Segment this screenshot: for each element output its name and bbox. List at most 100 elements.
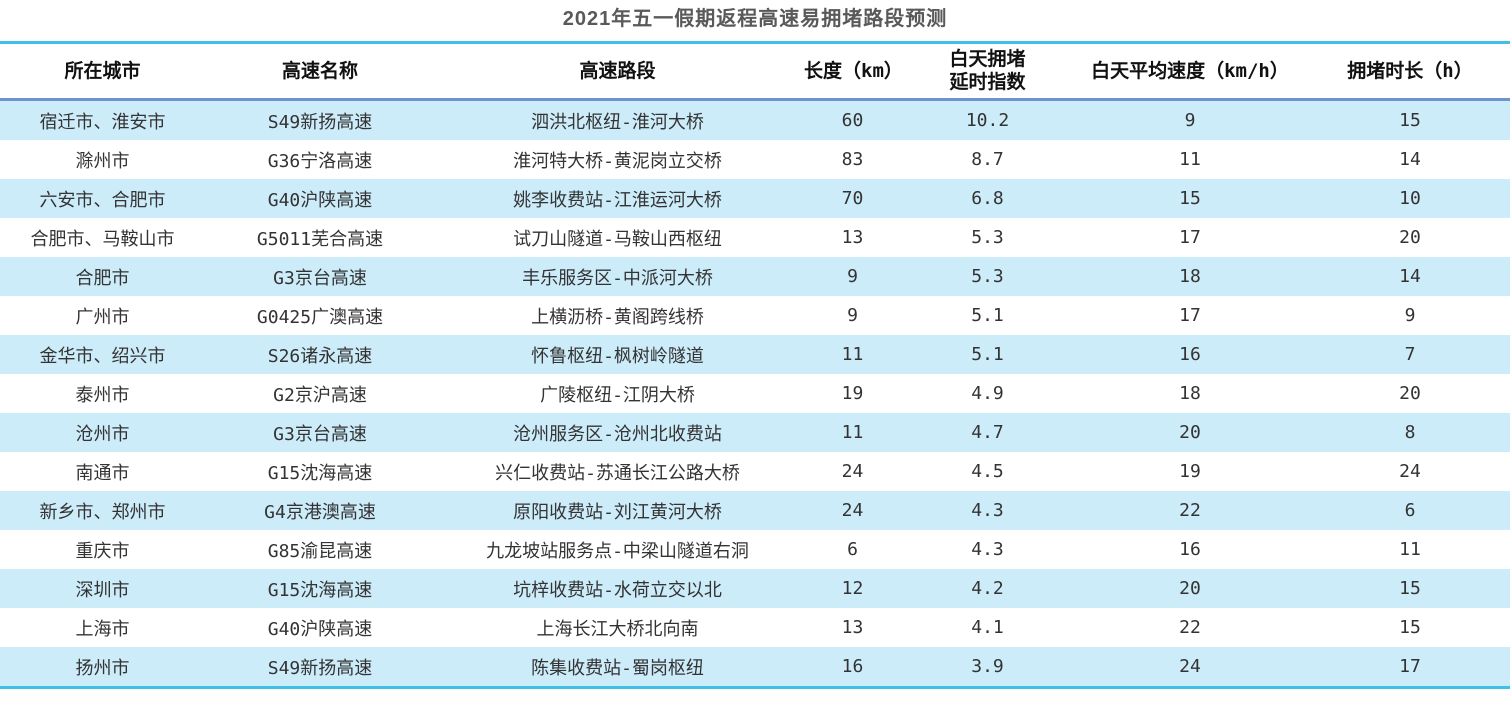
page-title: 2021年五一假期返程高速易拥堵路段预测 — [562, 8, 948, 30]
table-cell: 24 — [841, 500, 864, 521]
table-cell: 4.9 — [971, 383, 1004, 404]
table-cell: 上横沥桥-黄阁跨线桥 — [531, 306, 704, 328]
table-cell: 沧州市 — [75, 423, 130, 445]
table-cell: 4.5 — [971, 461, 1004, 482]
table-cell: 姚李收费站-江淮运河大桥 — [513, 189, 722, 211]
table-cell: 9 — [1184, 110, 1196, 131]
table-cell: 11 — [841, 422, 864, 443]
table-cell: 广州市 — [75, 306, 130, 328]
table-cell: 4.3 — [971, 539, 1004, 560]
table-cell: 11 — [1179, 149, 1201, 170]
table-cell: 泗洪北枢纽-淮河大桥 — [531, 111, 704, 133]
table-cell: 19 — [841, 383, 864, 404]
table-row: 沧州市 G3京台高速 沧州服务区-沧州北收费站 11 4.7 20 8 — [0, 413, 1510, 452]
column-header-2: 高速名称 — [205, 42, 435, 101]
table-cell: 16 — [1179, 344, 1201, 365]
table-cell: 20 — [1399, 227, 1421, 248]
table-cell: 9 — [847, 305, 858, 326]
table-row: 深圳市 G15沈海高速 坑梓收费站-水荷立交以北 12 4.2 20 15 — [0, 569, 1510, 608]
table-cell: 24 — [1179, 656, 1201, 677]
column-header-7: 拥堵时长（h） — [1310, 42, 1510, 101]
table-cell: 11 — [1399, 539, 1421, 560]
table-cell: 6.8 — [971, 188, 1004, 209]
column-header-4: 长度（km） — [800, 42, 905, 101]
table-row: 合肥市 G3京台高速 丰乐服务区-中派河大桥 9 5.3 18 14 — [0, 257, 1510, 296]
table-cell: 原阳收费站-刘江黄河大桥 — [513, 501, 722, 523]
table-row: 宿迁市、淮安市 S49新扬高速 泗洪北枢纽-淮河大桥 60 10.2 9 15 — [0, 99, 1510, 140]
table-cell: 24 — [1399, 461, 1421, 482]
table-cell: 15 — [1399, 578, 1421, 599]
table-cell: 4.1 — [971, 617, 1004, 638]
table-cell: 18 — [1179, 266, 1201, 287]
table-cell: 15 — [1399, 110, 1421, 131]
table-cell: S26诸永高速 — [267, 345, 373, 367]
column-header-1: 所在城市 — [0, 42, 205, 101]
table-cell: 试刀山隧道-马鞍山西枢纽 — [513, 228, 722, 250]
table-cell: G40沪陕高速 — [267, 189, 373, 211]
table-cell: 淮河特大桥-黄泥岗立交桥 — [513, 150, 722, 172]
table-cell: G4京港澳高速 — [264, 501, 376, 523]
table-cell: 14 — [1399, 149, 1421, 170]
congestion-table: 所在城市 高速名称 高速路段 长度（km） 白天拥堵 延时指数 白天平均速度（km/h）拥… — [0, 41, 1510, 689]
table-cell: 8.7 — [971, 149, 1004, 170]
table-row: 滁州市 G36宁洛高速 淮河特大桥-黄泥岗立交桥 83 8.7 11 14 — [0, 140, 1510, 179]
table-cell: G36宁洛高速 — [267, 150, 373, 172]
table-cell: 10 — [1399, 188, 1421, 209]
column-header-5: 白天拥堵 延时指数 — [905, 42, 1070, 101]
table-cell: 7 — [1404, 344, 1416, 365]
table-cell: 坑梓收费站-水荷立交以北 — [513, 579, 722, 601]
table-cell: G40沪陕高速 — [267, 618, 373, 640]
table-cell: 兴仁收费站-苏通长江公路大桥 — [495, 462, 740, 484]
table-cell: 13 — [841, 617, 864, 638]
table-cell: G3京台高速 — [273, 423, 367, 445]
table-cell: 15 — [1179, 188, 1201, 209]
table-cell: G5011芜合高速 — [256, 228, 384, 250]
table-cell: 泰州市 — [75, 384, 130, 406]
table-cell: 17 — [1399, 656, 1421, 677]
table-cell: 22 — [1179, 500, 1201, 521]
table-cell: 5.3 — [971, 227, 1004, 248]
table-cell: 15 — [1399, 617, 1421, 638]
table-cell: G85渝昆高速 — [267, 540, 373, 562]
table-cell: G0425广澳高速 — [256, 306, 384, 328]
table-cell: S49新扬高速 — [267, 111, 373, 133]
table-cell: 上海市 — [75, 618, 130, 640]
table-cell: S49新扬高速 — [267, 657, 373, 679]
header-row: 所在城市 高速名称 高速路段 长度（km） 白天拥堵 延时指数 白天平均速度（km/h）拥… — [0, 42, 1510, 101]
table-cell: 深圳市 — [75, 579, 130, 601]
table-cell: 4.7 — [971, 422, 1004, 443]
table-cell: 扬州市 — [75, 657, 130, 679]
table-row: 扬州市 S49新扬高速 陈集收费站-蜀岗枢纽 16 3.9 24 17 — [0, 647, 1510, 688]
table-cell: G3京台高速 — [273, 267, 367, 289]
table-cell: 合肥市 — [75, 267, 130, 289]
table-row: 广州市 G0425广澳高速 上横沥桥-黄阁跨线桥 9 5.1 17 9 — [0, 296, 1510, 335]
table-cell: 六安市、合肥市 — [39, 189, 166, 211]
table-cell: 金华市、绍兴市 — [39, 345, 166, 367]
table-cell: 沧州服务区-沧州北收费站 — [513, 423, 722, 445]
table-cell: 11 — [841, 344, 864, 365]
table-row: 新乡市、郑州市 G4京港澳高速 原阳收费站-刘江黄河大桥 24 4.3 22 6 — [0, 491, 1510, 530]
table-cell: 滁州市 — [75, 150, 130, 172]
table-cell: 新乡市、郑州市 — [39, 501, 166, 523]
table-cell: 13 — [841, 227, 864, 248]
table-cell: 5.3 — [971, 266, 1004, 287]
table-cell: 南通市 — [75, 462, 130, 484]
table-cell: 8 — [1404, 422, 1416, 443]
table-cell: 10.2 — [965, 110, 1010, 131]
table-cell: 20 — [1179, 422, 1201, 443]
table-cell: 9 — [1404, 305, 1416, 326]
table-cell: 6 — [847, 539, 858, 560]
table-cell: 重庆市 — [75, 540, 130, 562]
table-cell: 70 — [841, 188, 864, 209]
table-cell: 4.3 — [971, 500, 1004, 521]
table-cell: 22 — [1179, 617, 1201, 638]
table-cell: 上海长江大桥北向南 — [536, 618, 699, 640]
table-row: 泰州市 G2京沪高速 广陵枢纽-江阴大桥 19 4.9 18 20 — [0, 374, 1510, 413]
table-row: 合肥市、马鞍山市 G5011芜合高速 试刀山隧道-马鞍山西枢纽 13 5.3 17 20 — [0, 218, 1510, 257]
table-cell: 广陵枢纽-江阴大桥 — [540, 384, 695, 406]
table-row: 六安市、合肥市 G40沪陕高速 姚李收费站-江淮运河大桥 70 6.8 15 10 — [0, 179, 1510, 218]
table-cell: 6 — [1404, 500, 1416, 521]
table-cell: G2京沪高速 — [273, 384, 367, 406]
table-cell: 12 — [841, 578, 864, 599]
